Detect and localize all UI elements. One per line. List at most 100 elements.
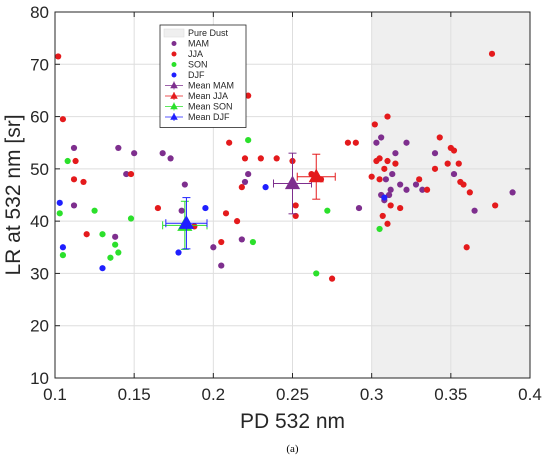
- y-tick-label: 50: [30, 160, 49, 179]
- legend-swatch-dot: [171, 62, 177, 67]
- jja-point: [368, 173, 375, 180]
- legend-item-djf: DJF: [171, 70, 205, 80]
- jja-point: [292, 202, 299, 209]
- mean-jja-triangle: [308, 168, 324, 183]
- jja-point: [384, 157, 391, 165]
- mam-point: [389, 170, 396, 178]
- mam-point: [378, 134, 385, 141]
- mam-point: [241, 178, 249, 186]
- legend-label: Mean JJA: [188, 91, 228, 101]
- legend-item-mean-djf: Mean DJF: [165, 112, 230, 122]
- x-tick-label: 0.35: [434, 385, 467, 404]
- legend-label: Pure Dust: [188, 28, 229, 38]
- jja-point: [423, 186, 431, 193]
- djf-point: [59, 244, 67, 251]
- mam-point: [403, 186, 410, 193]
- axis-ticks: 0.1 0.15 0.2 0.25 0.3 0.35 0.4 10 20 30 40 50 60 70 80: [30, 3, 542, 404]
- legend-item-mean-mam: Mean MAM: [165, 81, 234, 91]
- mam-point: [431, 150, 439, 157]
- y-tick-label: 70: [30, 55, 49, 74]
- mam-point: [167, 155, 174, 162]
- x-tick-label: 0.25: [276, 385, 309, 404]
- son-point: [115, 249, 122, 256]
- jja-point: [226, 139, 233, 146]
- x-tick-label: 0.1: [43, 385, 67, 404]
- jja-point: [72, 157, 79, 165]
- legend-swatch-patch: [163, 28, 185, 38]
- mam-point: [70, 144, 78, 152]
- son-point: [64, 157, 71, 165]
- jja-point: [257, 155, 264, 162]
- jja-point: [450, 147, 458, 154]
- mam-point: [355, 204, 363, 212]
- djf-point: [56, 199, 63, 206]
- y-tick-label: 60: [30, 108, 49, 127]
- son-point: [99, 231, 106, 238]
- jja-point: [460, 181, 467, 188]
- mean-djf-marker: [165, 197, 208, 250]
- son-point: [56, 210, 63, 217]
- mam-point: [397, 181, 404, 188]
- legend-swatch-dot: [171, 51, 177, 57]
- jja-point: [371, 121, 378, 128]
- mean-mam-triangle: [284, 175, 301, 190]
- legend-item-mean-son: Mean SON: [165, 102, 233, 112]
- legend-label: Mean DJF: [188, 112, 230, 122]
- y-tick-label: 30: [30, 264, 49, 283]
- jja-point: [416, 176, 423, 183]
- jja-point: [292, 212, 299, 220]
- jja-point: [492, 202, 499, 209]
- mam-point: [419, 186, 426, 193]
- mam-point: [218, 262, 225, 269]
- x-tick-label: 0.4: [518, 385, 542, 404]
- son-point: [127, 215, 135, 222]
- y-tick-label: 80: [30, 3, 49, 22]
- mean-mam-marker: [273, 152, 312, 215]
- mam-point: [412, 181, 420, 188]
- data-points: [55, 50, 516, 282]
- legend-label: MAM: [188, 39, 209, 49]
- jja-point: [127, 170, 135, 178]
- legend-item-mam: MAM: [171, 39, 209, 49]
- x-tick-label: 0.3: [360, 385, 384, 404]
- legend-item-jja: JJA: [171, 49, 203, 59]
- legend-label: Mean MAM: [188, 81, 234, 91]
- jja-point: [238, 184, 245, 191]
- son-point: [112, 241, 119, 248]
- jja-point: [233, 218, 241, 225]
- jja-point: [488, 50, 496, 57]
- mam-point: [385, 191, 393, 199]
- jja-point: [241, 155, 249, 162]
- mam-point: [450, 170, 458, 178]
- mam-point: [70, 202, 78, 209]
- x-tick-label: 0.2: [202, 385, 226, 404]
- figure-caption: (a): [286, 443, 299, 455]
- legend-swatch-triangle: [170, 102, 178, 110]
- jja-point: [387, 202, 394, 209]
- mam-point: [112, 233, 119, 240]
- djf-point: [99, 265, 106, 272]
- son-point: [376, 225, 383, 233]
- jja-point: [80, 178, 87, 186]
- legend-swatch-triangle: [170, 81, 178, 89]
- mam-point: [382, 176, 390, 183]
- x-axis-label: PD 532 nm: [240, 410, 345, 433]
- jja-point: [444, 160, 451, 167]
- y-axis-label: LR at 532 nm [sr]: [2, 114, 25, 275]
- mam-point: [392, 150, 399, 157]
- jja-point: [218, 238, 225, 246]
- jja-point: [436, 134, 443, 141]
- legend-item-son: SON: [171, 60, 208, 70]
- djf-point: [262, 184, 269, 191]
- jja-point: [245, 92, 252, 99]
- djf-point: [202, 204, 209, 212]
- mean-markers: [162, 152, 336, 250]
- mam-point: [403, 139, 410, 146]
- son-point: [59, 252, 67, 259]
- mean-jja-marker: [296, 153, 336, 200]
- legend-item-mean-jja: Mean JJA: [165, 91, 228, 101]
- jja-point: [463, 244, 470, 251]
- y-tick-label: 10: [30, 369, 49, 388]
